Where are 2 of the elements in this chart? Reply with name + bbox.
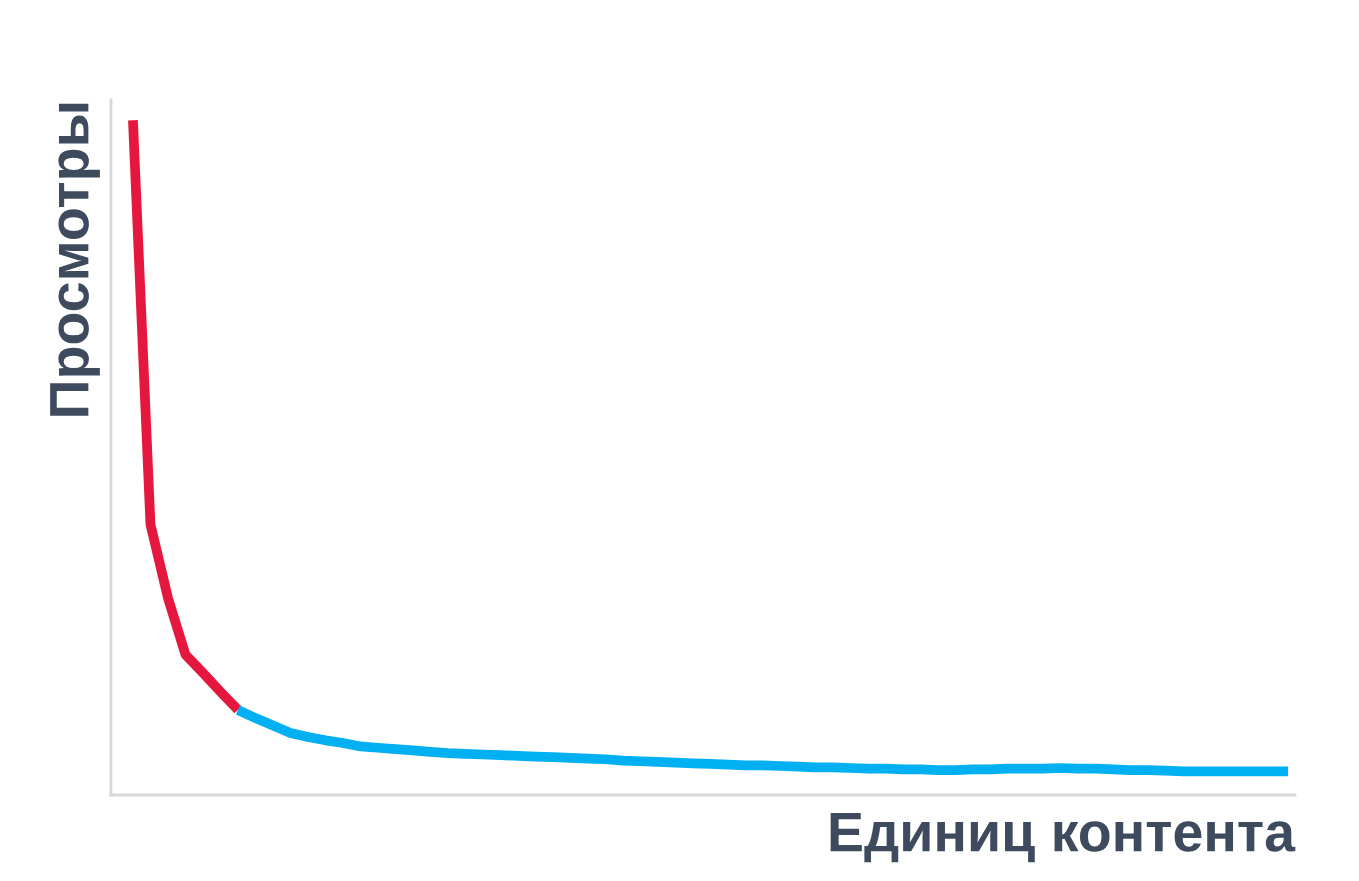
x-axis-title: Единиц контента [830, 813, 1296, 863]
y-axis-title: Просмотры [50, 103, 100, 416]
